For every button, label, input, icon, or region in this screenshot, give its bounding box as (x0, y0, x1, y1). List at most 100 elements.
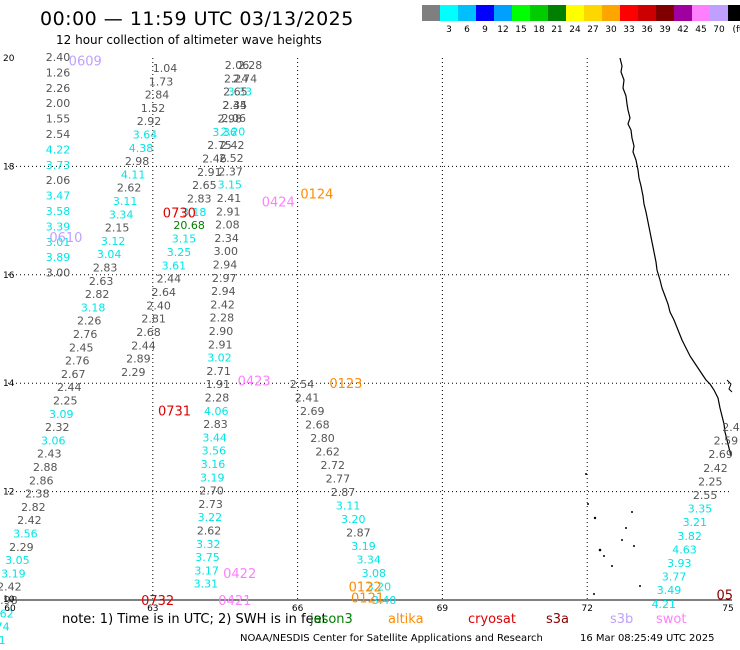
swh-value: 3.75 (195, 551, 220, 564)
swh-value: 2.59 (714, 435, 739, 448)
swh-value: 3.20 (367, 581, 392, 594)
swh-value: 2.00 (46, 97, 71, 110)
swh-value: 2.70 (199, 485, 224, 498)
map-subtitle: 12 hour collection of altimeter wave hei… (56, 33, 322, 47)
swh-value: 2.06 (225, 59, 250, 72)
swh-value: 2.29 (9, 541, 34, 554)
scale-label: 24 (569, 25, 581, 35)
swh-value: 2.62 (117, 182, 142, 195)
swh-value: 2.32 (45, 421, 70, 434)
scale-label: 30 (605, 25, 617, 35)
swh-value: 2.97 (212, 272, 237, 285)
swh-value: 2.24 (224, 72, 249, 85)
swh-value: 3.73 (46, 159, 71, 172)
swh-value: 3.56 (202, 445, 227, 458)
swh-value: 3.15 (218, 179, 243, 192)
scale-label: 12 (497, 25, 509, 35)
swh-value: 3.93 (667, 557, 692, 570)
swh-value-labels: 2.40 1.26 2.26 2.00 1.55 2.54 4.22 3.73 2.06 3.47… (0, 51, 740, 647)
swh-value: 3.02 (207, 352, 232, 365)
swh-value: 3.56 (13, 528, 38, 541)
swh-value: 2.98 (125, 155, 150, 168)
mission-label-altika: altika (388, 612, 424, 627)
swh-value: 2.44 (157, 273, 182, 286)
swh-value: 2.90 (209, 325, 234, 338)
track-labels: 0609 0610 0730 0731 0732 0424 0124 0423 0123 0422… (49, 55, 733, 609)
swh-value: 2.34 (214, 232, 239, 245)
swh-value: 2.73 (198, 498, 223, 511)
swh-value: 3.61 (162, 259, 187, 272)
swh-value: 2.89 (126, 353, 151, 366)
note-text: note: 1) Time is in UTC; 2) SWH is in fe… (62, 612, 327, 627)
mission-label-swot: swot (656, 612, 687, 627)
scale-swatch (458, 5, 476, 21)
track-label: 0731 (158, 404, 191, 419)
swh-value: 2.94 (211, 285, 236, 298)
swh-value: 2.54 (46, 128, 71, 141)
swh-value: 2.41 (217, 192, 242, 205)
swh-value: 3.51 (0, 634, 6, 647)
x-tick-label: 66 (292, 604, 304, 614)
swh-value: 2.62 (197, 525, 222, 538)
swh-value: 3.17 (194, 564, 219, 577)
x-tick-label: 69 (437, 604, 449, 614)
swh-value: 2.80 (310, 432, 335, 445)
swh-value: 2.54 (290, 378, 315, 391)
swh-value: 2.45 (69, 341, 94, 354)
swh-value: 2.40 (46, 51, 71, 64)
swh-value: 2.65 (192, 179, 217, 192)
mission-label-s3a: s3a (546, 612, 570, 627)
y-tick-label: 12 (3, 488, 14, 498)
swh-value: 2.98 (0, 594, 18, 607)
swh-value: 3.47 (46, 190, 71, 203)
swh-value: 2.64 (152, 286, 177, 299)
axis-tick-labels: 60 63 66 69 72 75 20 18 16 14 12 10 (3, 54, 734, 614)
swh-value: 1.73 (149, 75, 174, 88)
swh-value: 2.92 (137, 115, 162, 128)
swh-value: 2.28 (210, 312, 235, 325)
swh-value: 1.55 (46, 113, 71, 126)
scale-label: 9 (482, 25, 488, 35)
scale-label: 6 (464, 25, 470, 35)
swh-value: 2.42 (210, 298, 235, 311)
scale-swatch (512, 5, 530, 21)
scale-swatch (620, 5, 638, 21)
track-label: 05 (716, 589, 733, 604)
swh-value: 2.87 (346, 527, 371, 540)
track-label: 0423 (238, 374, 271, 389)
swh-value: 3.21 (683, 516, 708, 529)
swh-value: 3.05 (5, 554, 30, 567)
swh-value: 3.39 (46, 220, 71, 233)
track-label: 0422 (223, 567, 256, 582)
scale-label: 42 (677, 25, 689, 35)
swh-value: 4.11 (121, 168, 146, 181)
swh-value: 2.68 (305, 419, 330, 432)
swh-value: 2.87 (331, 486, 356, 499)
footer-timestamp: 16 Mar 08:25:49 UTC 2025 (580, 633, 715, 644)
swh-value: 3.01 (46, 236, 71, 249)
swh-value: 2.4 (722, 421, 740, 434)
swh-value: 3.35 (688, 503, 713, 516)
track-label: 0122 (349, 580, 382, 595)
swh-value: 2.74 (233, 72, 258, 85)
scale-label: 45 (695, 25, 707, 35)
swh-value: 2.91 (216, 205, 241, 218)
swh-value: 2.84 (145, 89, 170, 102)
swh-value: 2.46 (202, 152, 227, 165)
y-tick-label: 18 (3, 162, 15, 172)
mission-label-cryosat: cryosat (468, 612, 516, 627)
swh-value: 2.98 (217, 112, 242, 125)
scale-swatch (584, 5, 602, 21)
track-label: 0421 (218, 594, 251, 609)
scale-swatch (566, 5, 584, 21)
swh-value: 3.32 (196, 538, 221, 551)
swh-value: 2.82 (21, 501, 46, 514)
swh-value: 2.88 (33, 461, 58, 474)
swh-value: 2.08 (215, 219, 240, 232)
swh-value: 3.19 (351, 540, 376, 553)
swh-value: 2.77 (326, 473, 351, 486)
swh-value: 3.64 (133, 129, 158, 142)
scale-swatch (674, 5, 692, 21)
scale-swatch (440, 5, 458, 21)
